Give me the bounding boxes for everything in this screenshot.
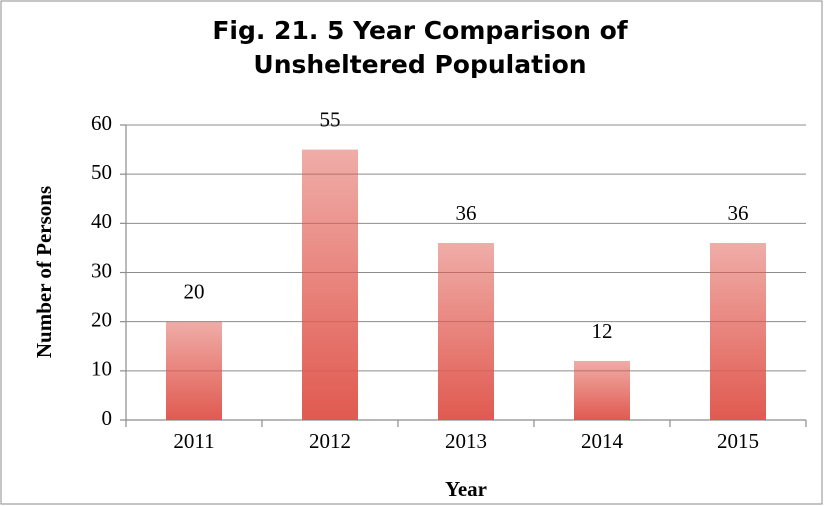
chart-title: Fig. 21. 5 Year Comparison of Unsheltere… [212,16,628,79]
bar [166,321,222,420]
data-label: 55 [320,107,341,131]
bar [438,243,494,420]
y-tick-label: 0 [102,406,113,430]
y-tick-label: 40 [91,209,112,233]
bar [302,149,358,421]
x-tick-label: 2014 [581,429,624,453]
x-tick-label: 2015 [717,429,759,453]
data-label: 36 [728,201,749,225]
x-tick-label: 2013 [445,429,487,453]
bar [710,243,766,420]
y-axis-label: Number of Persons [32,186,56,358]
y-tick-label: 10 [91,357,112,381]
bar [574,361,630,420]
y-tick-label: 50 [91,160,112,184]
x-tick-label: 2011 [173,429,214,453]
y-tick-label: 60 [91,111,112,135]
y-tick-label: 30 [91,258,112,282]
x-axis-label: Year [445,477,487,501]
x-tick-label: 2012 [309,429,351,453]
data-label: 20 [184,279,205,303]
data-label: 12 [592,319,613,343]
y-tick-label: 20 [91,307,112,331]
data-label: 36 [456,201,477,225]
